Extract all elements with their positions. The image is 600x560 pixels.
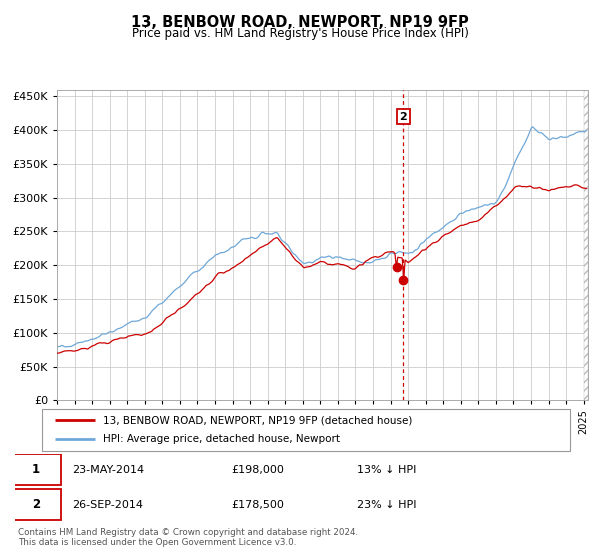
- Text: Price paid vs. HM Land Registry's House Price Index (HPI): Price paid vs. HM Land Registry's House …: [131, 27, 469, 40]
- Text: 2: 2: [32, 498, 40, 511]
- Text: 23% ↓ HPI: 23% ↓ HPI: [357, 500, 416, 510]
- Text: £198,000: £198,000: [232, 465, 284, 475]
- Text: 2: 2: [400, 111, 407, 122]
- Text: 13, BENBOW ROAD, NEWPORT, NP19 9FP (detached house): 13, BENBOW ROAD, NEWPORT, NP19 9FP (deta…: [103, 415, 412, 425]
- Text: 13% ↓ HPI: 13% ↓ HPI: [357, 465, 416, 475]
- Text: £178,500: £178,500: [232, 500, 284, 510]
- FancyBboxPatch shape: [12, 454, 61, 485]
- FancyBboxPatch shape: [12, 489, 61, 520]
- Text: Contains HM Land Registry data © Crown copyright and database right 2024.
This d: Contains HM Land Registry data © Crown c…: [18, 528, 358, 547]
- Text: 13, BENBOW ROAD, NEWPORT, NP19 9FP: 13, BENBOW ROAD, NEWPORT, NP19 9FP: [131, 15, 469, 30]
- Text: HPI: Average price, detached house, Newport: HPI: Average price, detached house, Newp…: [103, 435, 340, 445]
- Text: 1: 1: [32, 463, 40, 476]
- Text: 23-MAY-2014: 23-MAY-2014: [72, 465, 144, 475]
- FancyBboxPatch shape: [42, 409, 570, 451]
- Text: 26-SEP-2014: 26-SEP-2014: [72, 500, 143, 510]
